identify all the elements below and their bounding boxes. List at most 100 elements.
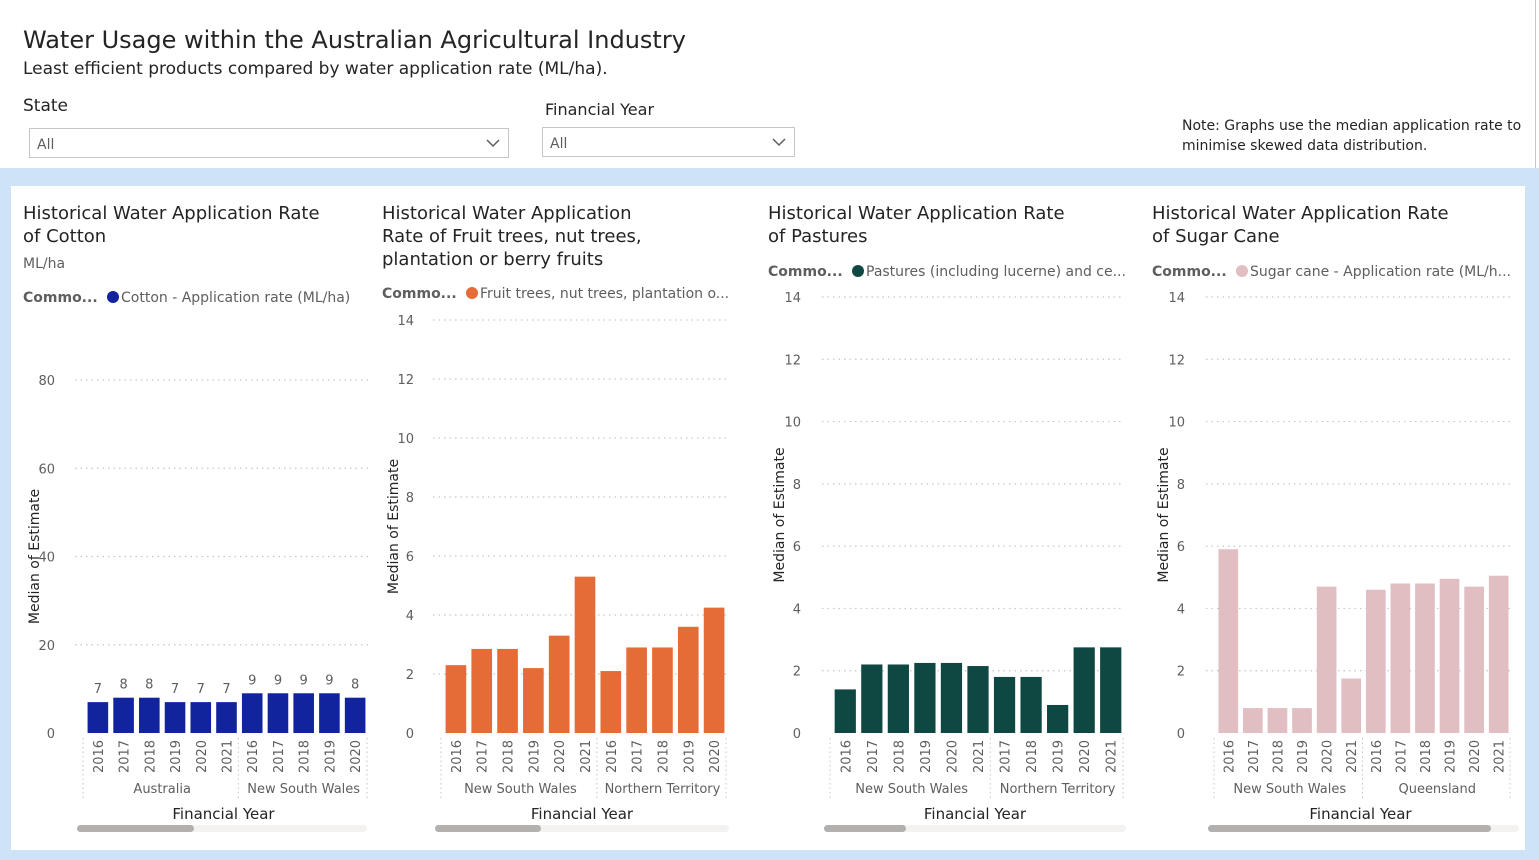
bar[interactable] [164, 702, 186, 733]
y-tick-label: 6 [406, 550, 414, 565]
bar[interactable] [190, 702, 212, 733]
bar[interactable] [861, 664, 883, 733]
y-tick-label: 14 [784, 291, 801, 306]
bar[interactable] [523, 668, 544, 733]
x-tick-label: 2016 [450, 740, 465, 773]
bar[interactable] [1365, 589, 1386, 733]
y-tick-label: 10 [784, 416, 801, 431]
bar[interactable] [113, 697, 134, 733]
state-filter-label: State [23, 96, 68, 116]
bar[interactable] [1390, 583, 1411, 733]
legend-marker [107, 291, 119, 303]
y-tick-label: 0 [406, 727, 414, 742]
bar[interactable] [940, 662, 963, 733]
bar[interactable] [139, 697, 160, 733]
y-tick-label: 0 [47, 727, 55, 742]
bar[interactable] [1488, 575, 1509, 733]
bar[interactable] [914, 662, 936, 733]
state-dropdown[interactable]: All [29, 128, 509, 158]
data-label: 7 [197, 682, 205, 697]
bar[interactable] [1439, 578, 1460, 733]
bar[interactable] [548, 635, 570, 733]
bar[interactable] [652, 647, 673, 733]
scrollbar-thumb[interactable] [824, 825, 906, 832]
bar[interactable] [1267, 708, 1288, 733]
bar[interactable] [1020, 676, 1042, 733]
x-tick-label: 2017 [1394, 740, 1409, 773]
bar[interactable] [626, 647, 647, 733]
y-tick-label: 60 [38, 462, 55, 477]
bar[interactable] [1341, 678, 1362, 734]
bar[interactable] [267, 693, 289, 733]
bar[interactable] [834, 689, 856, 733]
legend-title: Commo... [768, 264, 843, 280]
bar[interactable] [497, 648, 518, 733]
y-tick-label: 8 [793, 478, 801, 493]
bar[interactable] [1464, 586, 1484, 733]
bar[interactable] [574, 576, 596, 733]
chart-title: Rate of Fruit trees, nut trees, [382, 226, 642, 247]
scrollbar-thumb[interactable] [1208, 825, 1491, 832]
year-dropdown[interactable]: All [542, 127, 795, 157]
chevron-down-icon [772, 138, 786, 147]
legend-title: Commo... [23, 290, 98, 306]
x-axis-title: Financial Year [172, 805, 275, 823]
y-tick-label: 80 [38, 374, 55, 389]
x-tick-label: 2016 [1222, 740, 1237, 773]
x-axis-title: Financial Year [531, 805, 634, 823]
x-tick-label: 2021 [1105, 740, 1120, 773]
bar[interactable] [471, 648, 493, 733]
x-tick-label: 2020 [553, 740, 568, 773]
x-tick-label: 2018 [1419, 740, 1434, 773]
legend-marker [466, 287, 478, 299]
bar[interactable] [1073, 647, 1095, 733]
x-tick-label: 2021 [1493, 740, 1508, 773]
bar[interactable] [600, 671, 622, 733]
chart-title: Historical Water Application Rate [23, 203, 320, 224]
bar[interactable] [319, 693, 340, 733]
data-label: 8 [119, 678, 127, 693]
x-tick-label: 2020 [708, 740, 723, 773]
x-group-label: New South Wales [464, 782, 577, 797]
bar[interactable] [703, 607, 725, 733]
x-tick-label: 2017 [118, 740, 133, 773]
x-tick-label: 2017 [476, 740, 491, 773]
data-label: 9 [300, 673, 308, 688]
x-tick-label: 2017 [866, 740, 881, 773]
bar[interactable] [967, 666, 989, 733]
x-group-label: Australia [133, 782, 191, 797]
bar[interactable] [677, 626, 699, 733]
bar[interactable] [993, 676, 1016, 733]
bar[interactable] [1243, 708, 1263, 733]
bar[interactable] [1316, 586, 1337, 733]
y-tick-label: 0 [793, 727, 801, 742]
bar[interactable] [1415, 583, 1435, 733]
bar[interactable] [87, 702, 109, 733]
x-group-label: New South Wales [247, 782, 360, 797]
bar[interactable] [1100, 647, 1122, 733]
bar[interactable] [1218, 549, 1239, 733]
x-tick-label: 2018 [892, 740, 907, 773]
x-tick-label: 2016 [1370, 740, 1385, 773]
chart-title: of Pastures [768, 226, 867, 247]
bar[interactable] [216, 702, 237, 733]
bar[interactable] [1047, 704, 1069, 733]
y-tick-label: 12 [397, 373, 414, 388]
scrollbar-thumb[interactable] [77, 825, 194, 832]
legend-marker [1236, 265, 1248, 277]
y-tick-label: 2 [406, 668, 414, 683]
x-tick-label: 2021 [221, 740, 236, 773]
x-tick-label: 2020 [1078, 740, 1093, 773]
scrollbar-thumb[interactable] [435, 825, 541, 832]
y-tick-label: 0 [1177, 727, 1185, 742]
bar[interactable] [1292, 708, 1312, 733]
bar[interactable] [445, 665, 467, 733]
bar[interactable] [887, 664, 909, 733]
year-dropdown-value: All [550, 136, 568, 152]
right-edge-divider [1535, 0, 1536, 168]
bar[interactable] [293, 693, 314, 733]
x-tick-label: 2018 [1025, 740, 1040, 773]
bar[interactable] [241, 693, 263, 733]
x-tick-label: 2019 [169, 740, 184, 773]
bar[interactable] [344, 697, 366, 733]
